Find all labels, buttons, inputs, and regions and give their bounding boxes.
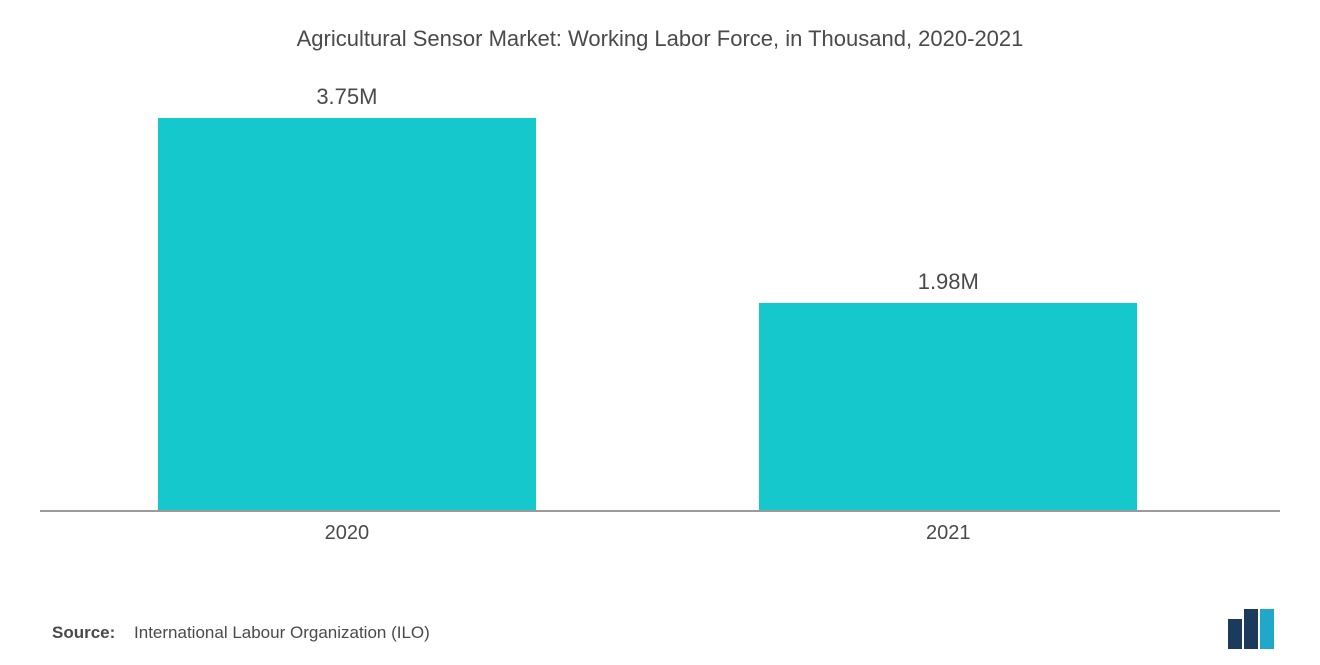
chart-title: Agricultural Sensor Market: Working Labo… bbox=[40, 26, 1280, 52]
chart-source-line: Source: International Labour Organizatio… bbox=[52, 623, 430, 643]
chart-bar-value-label: 3.75M bbox=[158, 84, 536, 110]
chart-bar-value-label: 1.98M bbox=[759, 269, 1137, 295]
source-text: International Labour Organization (ILO) bbox=[134, 623, 430, 642]
chart-category-label: 2021 bbox=[759, 522, 1137, 545]
chart-category-label: 2020 bbox=[158, 522, 536, 545]
chart-plot-area: 3.75M 1.98M bbox=[40, 92, 1280, 512]
chart-bar: 3.75M bbox=[158, 118, 536, 510]
chart-bar: 1.98M bbox=[759, 303, 1137, 510]
brand-logo-icon bbox=[1228, 609, 1286, 649]
chart-category-axis: 2020 2021 bbox=[40, 512, 1280, 552]
chart-container: Agricultural Sensor Market: Working Labo… bbox=[0, 0, 1320, 665]
source-label: Source: bbox=[52, 623, 115, 642]
